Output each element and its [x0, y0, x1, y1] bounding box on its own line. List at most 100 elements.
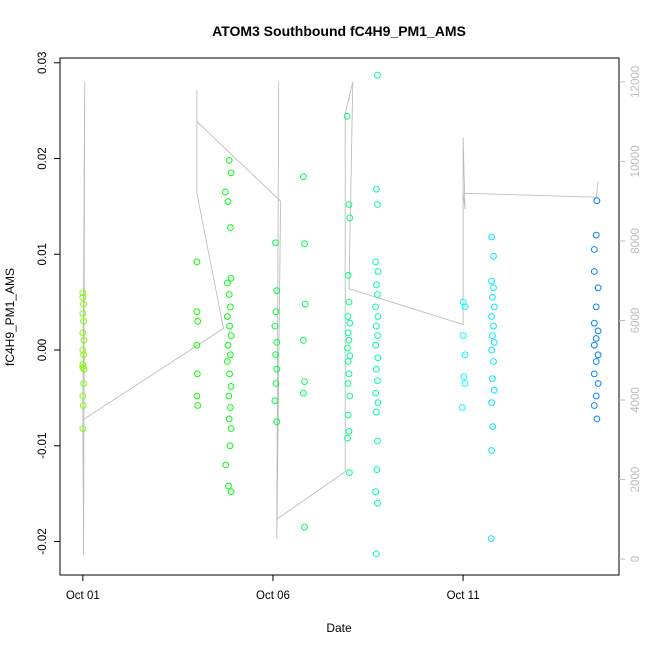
- data-point: [271, 397, 279, 405]
- y-tick-label: -0.01: [37, 433, 49, 459]
- data-point: [79, 329, 87, 337]
- data-point: [592, 335, 600, 342]
- data-point: [227, 383, 235, 390]
- data-point: [461, 303, 469, 311]
- data-point: [373, 185, 380, 193]
- data-point: [273, 418, 281, 426]
- data-point: [490, 284, 497, 292]
- data-point: [344, 434, 351, 442]
- data-point: [592, 392, 600, 400]
- data-point: [79, 346, 87, 354]
- data-point: [373, 281, 380, 289]
- data-point: [489, 375, 496, 383]
- data-point: [344, 344, 351, 352]
- data-point: [590, 341, 598, 349]
- data-point: [490, 339, 498, 346]
- data-point: [300, 337, 307, 344]
- data-point: [593, 415, 601, 423]
- data-point: [488, 399, 496, 407]
- data-point: [373, 408, 380, 416]
- x-tick-label: Oct 01: [66, 590, 100, 602]
- data-point: [460, 373, 468, 381]
- data-point: [372, 389, 380, 397]
- data-point: [488, 233, 496, 241]
- data-point: [374, 71, 381, 79]
- data-point: [374, 437, 381, 445]
- y2-tick-label: 10000: [630, 145, 642, 177]
- data-point: [227, 332, 235, 340]
- data-point: [590, 319, 598, 327]
- x-tick-label: Oct 11: [447, 590, 480, 602]
- data-point: [346, 352, 354, 360]
- y-tick-label: 0.02: [37, 147, 49, 169]
- data-point: [79, 392, 87, 400]
- data-point: [79, 310, 87, 318]
- data-point: [373, 322, 380, 330]
- data-point: [227, 425, 235, 432]
- data-point: [194, 317, 202, 325]
- data-point: [193, 308, 201, 316]
- data-point: [194, 402, 202, 409]
- points-layer: [79, 71, 602, 558]
- data-point: [592, 231, 600, 239]
- data-point: [458, 404, 466, 411]
- data-point: [487, 535, 495, 542]
- data-point: [272, 351, 280, 359]
- data-point: [344, 358, 352, 365]
- data-point: [224, 198, 232, 206]
- data-point: [488, 277, 496, 285]
- data-point: [373, 550, 380, 558]
- data-point: [227, 488, 235, 496]
- data-point: [300, 173, 307, 181]
- data-point: [488, 346, 496, 354]
- data-point: [227, 303, 234, 311]
- data-point: [79, 361, 87, 368]
- y2-tick-label: 12000: [630, 66, 642, 98]
- x-axis: Oct 01 Oct 06 Oct 11: [66, 575, 480, 602]
- data-point: [374, 313, 382, 320]
- data-point: [346, 469, 353, 477]
- data-point: [346, 319, 354, 327]
- data-point: [227, 404, 234, 411]
- data-point: [374, 201, 381, 208]
- data-point: [227, 351, 234, 359]
- data-point: [271, 322, 279, 330]
- data-point: [344, 380, 352, 387]
- y2-tick-label: 4000: [630, 387, 642, 413]
- data-point: [193, 341, 201, 349]
- data-point: [374, 377, 381, 385]
- data-point: [490, 322, 497, 330]
- data-point: [193, 392, 201, 400]
- y-tick-label: -0.02: [37, 528, 49, 554]
- data-point: [345, 201, 353, 208]
- y-tick-label: 0.01: [37, 243, 49, 265]
- data-point: [273, 287, 281, 295]
- data-point: [374, 291, 381, 298]
- data-point: [373, 365, 380, 373]
- y-tick-label: 0.00: [37, 339, 49, 361]
- data-point: [301, 378, 308, 386]
- data-point: [227, 224, 234, 231]
- data-point: [300, 389, 307, 397]
- data-point: [344, 329, 352, 337]
- data-point: [594, 351, 602, 359]
- data-point: [273, 339, 281, 346]
- data-point: [80, 380, 87, 387]
- data-point: [223, 358, 231, 365]
- data-point: [345, 428, 353, 435]
- data-point: [225, 392, 233, 400]
- data-point: [590, 402, 598, 409]
- data-point: [374, 268, 382, 275]
- data-point: [223, 279, 231, 287]
- data-point: [488, 447, 496, 454]
- data-point: [193, 258, 201, 266]
- altitude-line: [82, 81, 599, 556]
- data-point: [227, 169, 235, 177]
- data-point: [346, 392, 354, 400]
- data-point: [344, 271, 352, 279]
- y2-tick-label: 2000: [630, 467, 642, 493]
- data-point: [372, 258, 380, 266]
- data-point: [227, 274, 235, 282]
- data-point: [225, 291, 233, 298]
- data-point: [79, 289, 87, 297]
